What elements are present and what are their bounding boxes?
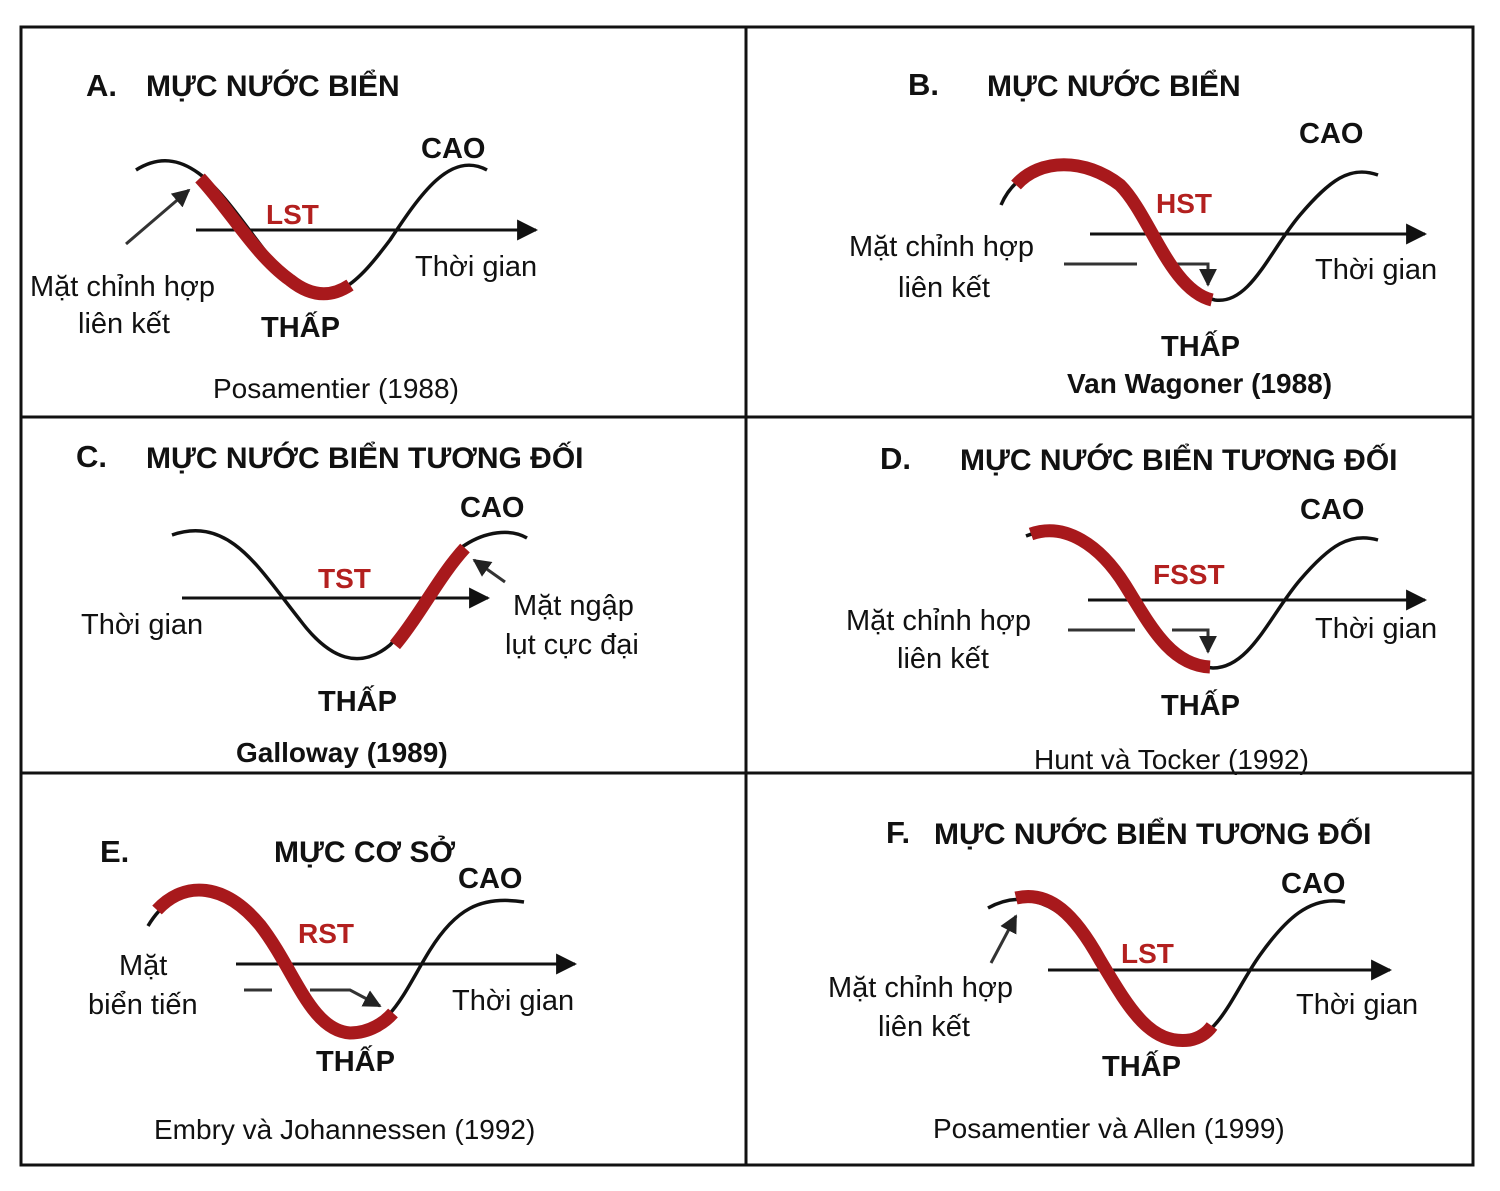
panel-heading: MỰC NƯỚC BIỂN <box>146 69 400 103</box>
time-label: Thời gian <box>1315 254 1437 286</box>
time-label: Thời gian <box>1315 613 1437 645</box>
surface-label-line2: liên kết <box>897 643 989 675</box>
systems-tract-label: HST <box>1156 188 1212 219</box>
panel-letter: C. <box>76 439 107 474</box>
high-label: CAO <box>421 133 485 165</box>
panel-letter: B. <box>908 67 939 102</box>
figure-frame <box>19 25 1475 1167</box>
panel-letter: D. <box>880 441 911 476</box>
surface-pointer-arrow <box>310 988 382 1008</box>
citation: Van Wagoner (1988) <box>1067 368 1332 399</box>
systems-tract-label: LST <box>266 199 319 230</box>
systems-tract-label: LST <box>1121 938 1174 969</box>
panel-heading: MỰC CƠ SỞ <box>274 835 455 869</box>
low-label: THẤP <box>1161 329 1240 363</box>
citation: Embry và Johannessen (1992) <box>154 1114 535 1145</box>
high-label: CAO <box>460 492 524 524</box>
low-label: THẤP <box>1161 688 1240 722</box>
citation: Galloway (1989) <box>236 737 448 768</box>
panel-a: A. MỰC NƯỚC BIỂN LST CAO THẤP Thời gian … <box>30 68 539 404</box>
surface-label-line2: liên kết <box>78 308 170 340</box>
surface-label-line1: Mặt chỉnh hợp <box>30 271 215 303</box>
surface-label-line1: Mặt chỉnh hợp <box>849 231 1034 263</box>
surface-pointer-arrow <box>125 188 191 246</box>
low-label: THẤP <box>1102 1049 1181 1083</box>
citation: Hunt và Tocker (1992) <box>1034 744 1309 775</box>
surface-label-line1: Mặt ngập <box>513 590 634 622</box>
high-label: CAO <box>1299 118 1363 150</box>
panel-e: E. MỰC CƠ SỞ RST CAO THẤP Thời gian Mặt … <box>88 834 578 1145</box>
systems-tract-label: FSST <box>1153 559 1225 590</box>
low-label: THẤP <box>318 684 397 718</box>
time-label: Thời gian <box>1296 989 1418 1021</box>
systems-tract-segment <box>195 173 354 301</box>
panel-f: F. MỰC NƯỚC BIỂN TƯƠNG ĐỐI LST CAO THẤP … <box>828 815 1418 1144</box>
systems-tract-segment <box>389 543 470 650</box>
surface-label-line2: biển tiến <box>88 989 198 1021</box>
panel-heading: MỰC NƯỚC BIỂN TƯƠNG ĐỐI <box>934 817 1372 851</box>
systems-tract-segment <box>1011 158 1215 307</box>
systems-tract-segment <box>1014 890 1218 1047</box>
time-label: Thời gian <box>452 985 574 1017</box>
panel-letter: F. <box>886 815 910 850</box>
systems-tract-segment <box>152 883 398 1040</box>
systems-tract-segment <box>1028 524 1211 674</box>
systems-tract-label: TST <box>318 563 371 594</box>
low-label: THẤP <box>261 310 340 344</box>
high-label: CAO <box>1281 868 1345 900</box>
surface-pointer-arrow <box>989 914 1018 964</box>
panel-letter: A. <box>86 68 117 103</box>
surface-label-line2: liên kết <box>898 272 990 304</box>
surface-label-line1: Mặt chỉnh hợp <box>846 605 1031 637</box>
low-label: THẤP <box>316 1044 395 1078</box>
panel-letter: E. <box>100 834 129 869</box>
systems-tract-label: RST <box>298 918 354 949</box>
surface-pointer-arrow <box>1172 628 1217 654</box>
surface-pointer-arrow <box>472 558 506 584</box>
time-label: Thời gian <box>415 251 537 283</box>
panel-heading: MỰC NƯỚC BIỂN TƯƠNG ĐỐI <box>146 441 584 475</box>
panel-d: D. MỰC NƯỚC BIỂN TƯƠNG ĐỐI FSST CAO THẤP… <box>846 441 1437 775</box>
high-label: CAO <box>1300 494 1364 526</box>
high-label: CAO <box>458 863 522 895</box>
time-label: Thời gian <box>81 609 203 641</box>
panel-b: B. MỰC NƯỚC BIỂN HST CAO THẤP Thời gian … <box>849 67 1437 399</box>
surface-pointer-arrow <box>1170 262 1217 287</box>
surface-label-line1: Mặt <box>119 950 167 982</box>
panel-heading: MỰC NƯỚC BIỂN <box>987 69 1241 103</box>
citation: Posamentier và Allen (1999) <box>933 1113 1285 1144</box>
citation: Posamentier (1988) <box>213 373 459 404</box>
surface-label-line2: liên kết <box>878 1011 970 1043</box>
panel-c: C. MỰC NƯỚC BIỂN TƯƠNG ĐỐI TST CAO THẤP … <box>76 439 639 768</box>
surface-label-line1: Mặt chỉnh hợp <box>828 972 1013 1004</box>
sea-level-curve <box>171 529 528 661</box>
panel-heading: MỰC NƯỚC BIỂN TƯƠNG ĐỐI <box>960 443 1398 477</box>
surface-label-line2: lụt cực đại <box>505 629 639 661</box>
